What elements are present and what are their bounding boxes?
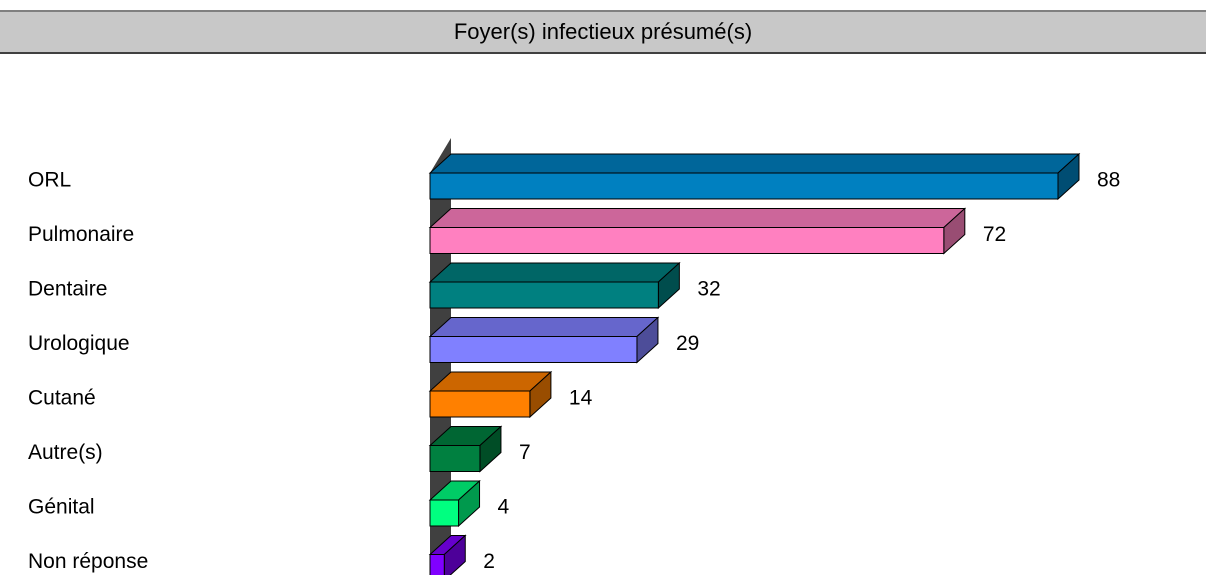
category-label: Autre(s) xyxy=(28,441,103,464)
bars-layer xyxy=(428,138,1081,575)
bar-8 xyxy=(428,534,467,575)
value-label: 88 xyxy=(1097,169,1120,192)
bar-front-face xyxy=(429,336,638,363)
value-label: 4 xyxy=(498,496,510,519)
bar-top-face xyxy=(428,208,967,228)
bar-front-face xyxy=(429,390,531,418)
bar-7 xyxy=(428,479,481,528)
category-label: Cutané xyxy=(28,387,96,410)
bar-1 xyxy=(428,152,1081,201)
bar-top-face xyxy=(428,262,681,283)
chart-title-bar: Foyer(s) infectieux présumé(s) xyxy=(0,10,1206,54)
value-label: 29 xyxy=(676,332,699,355)
category-label: Urologique xyxy=(28,332,130,355)
bar-3 xyxy=(428,261,681,310)
category-label: ORL xyxy=(28,169,71,192)
bar-front-face xyxy=(429,554,445,575)
bar-5 xyxy=(428,370,553,419)
category-label: Pulmonaire xyxy=(28,223,134,246)
bar-top-face xyxy=(428,153,1081,174)
value-label: 32 xyxy=(697,278,720,301)
bar-4 xyxy=(428,316,660,364)
value-label: 72 xyxy=(983,223,1006,246)
bar-front-face xyxy=(429,281,659,309)
category-label: Dentaire xyxy=(28,278,107,301)
bar-top-face xyxy=(428,317,660,337)
bar-front-face xyxy=(429,499,460,527)
value-label: 2 xyxy=(483,550,495,573)
category-label: Génital xyxy=(28,496,95,519)
bar-front-face xyxy=(429,227,945,254)
bar-6 xyxy=(428,425,503,473)
chart-title: Foyer(s) infectieux présumé(s) xyxy=(453,19,753,44)
value-label: 14 xyxy=(569,387,593,410)
bar-front-face xyxy=(429,172,1059,200)
bar-2 xyxy=(428,207,967,255)
bar-front-face xyxy=(429,445,481,472)
value-label: 7 xyxy=(519,441,531,464)
category-label: Non réponse xyxy=(28,550,148,573)
